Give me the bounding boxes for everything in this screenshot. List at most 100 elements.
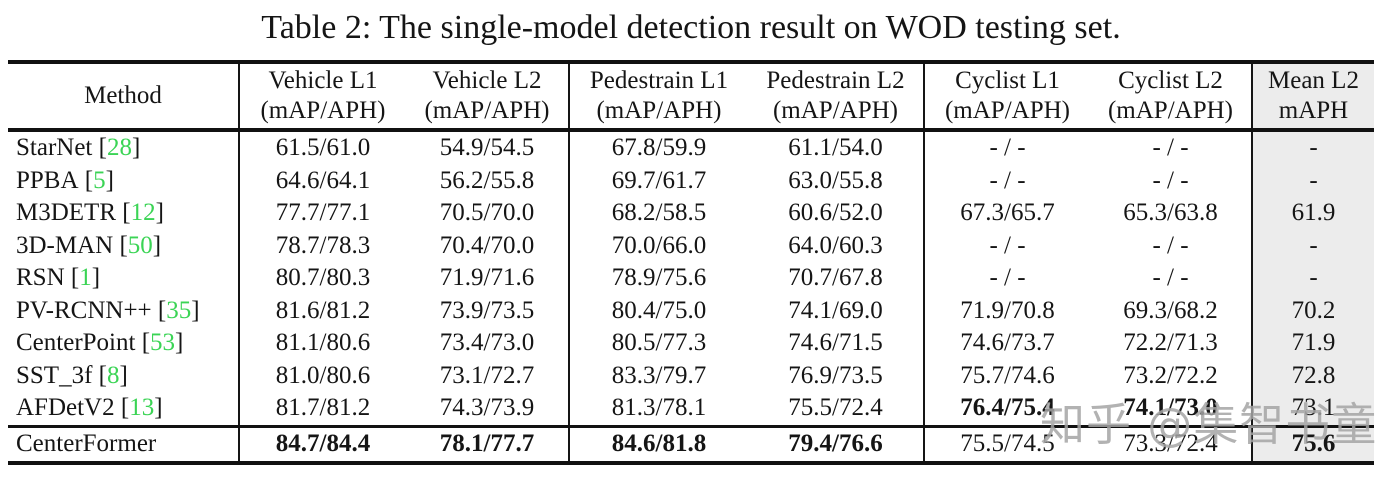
metric-cell: 71.9/70.8 bbox=[960, 296, 1055, 324]
method-cell: CenterFormer bbox=[8, 427, 240, 461]
metric-cell: 70.0/66.0 bbox=[611, 231, 707, 259]
col-header-label: Cyclist L1 bbox=[955, 67, 1060, 94]
metric-cell: - / - bbox=[1090, 164, 1253, 197]
method-label: AFDetV2 bbox=[16, 394, 115, 422]
metric-cell: - bbox=[1253, 229, 1374, 262]
citation-link[interactable]: 1 bbox=[79, 264, 92, 292]
col-header-label: Pedestrain L2 bbox=[766, 67, 905, 94]
table-final-row-container: CenterFormer 84.7/84.4 78.1/77.7 84.6/81.8 7… bbox=[8, 427, 1374, 461]
citation-bracket: ] bbox=[152, 231, 162, 259]
citation-bracket: [ bbox=[113, 231, 128, 259]
citation-bracket: [ bbox=[151, 296, 167, 324]
col-header-sublabel: (mAP/APH) bbox=[596, 97, 722, 124]
citation-bracket: [ bbox=[78, 166, 94, 194]
table-row: 3D-MAN [50] 78.7/78.3 70.4/70.0 70.0/66.0 64… bbox=[8, 229, 1374, 262]
col-header-pedestrain-l1: Pedestrain L1 (mAP/APH) bbox=[570, 64, 748, 128]
citation-bracket: ] bbox=[131, 134, 141, 162]
metric-cell: 63.0/55.8 bbox=[748, 164, 925, 197]
citation-link[interactable]: 53 bbox=[150, 329, 176, 357]
method-label: SST_3f bbox=[16, 361, 93, 389]
metric-cell: - / - bbox=[1090, 262, 1253, 295]
method-label: CenterFormer bbox=[16, 430, 157, 457]
citation-bracket: [ bbox=[92, 361, 107, 389]
method-cell: M3DETR [12] bbox=[8, 197, 240, 230]
metric-cell: 70.4/70.0 bbox=[406, 229, 570, 262]
col-header-label: Cyclist L2 bbox=[1118, 67, 1223, 94]
method-label: PV-RCNN++ bbox=[16, 296, 152, 324]
method-cell: StarNet [28] bbox=[8, 132, 240, 165]
metric-cell: 72.8 bbox=[1253, 359, 1374, 392]
metric-cell: - / - bbox=[989, 264, 1026, 292]
metric-cell: - / - bbox=[989, 166, 1026, 194]
col-header-sublabel: mAPH bbox=[1278, 97, 1349, 124]
table-rule-prefinal bbox=[8, 424, 1374, 428]
metric-cell: - / - bbox=[989, 134, 1026, 162]
metric-cell: 75.5/74.5 bbox=[960, 430, 1055, 457]
table-row: AFDetV2 [13] 81.7/81.2 74.3/73.9 81.3/78.1 7… bbox=[8, 392, 1374, 425]
method-label: M3DETR bbox=[16, 199, 116, 227]
metric-cell: 75.7/74.6 bbox=[960, 361, 1055, 389]
method-label: PPBA bbox=[16, 166, 79, 194]
table-caption: Table 2: The single-model detection resu… bbox=[261, 9, 1121, 46]
col-header-sublabel: (mAP/APH) bbox=[944, 97, 1070, 124]
metric-cell: 75.5/72.4 bbox=[748, 392, 925, 425]
metric-cell: 81.1/80.6 bbox=[275, 329, 371, 357]
table-row: RSN [1] 80.7/80.3 71.9/71.6 78.9/75.6 70.7/6… bbox=[8, 262, 1374, 295]
metric-cell: 79.4/76.6 bbox=[748, 427, 925, 461]
citation-bracket: ] bbox=[191, 296, 200, 324]
metric-cell: 70.2 bbox=[1253, 294, 1374, 327]
metric-cell: 61.1/54.0 bbox=[748, 132, 925, 165]
table-rule-top bbox=[8, 60, 1374, 64]
citation-link[interactable]: 5 bbox=[93, 166, 106, 194]
citation-bracket: [ bbox=[92, 134, 107, 162]
method-cell: SST_3f [8] bbox=[8, 359, 240, 392]
metric-cell: 65.3/63.8 bbox=[1090, 197, 1253, 230]
metric-cell: - bbox=[1253, 164, 1374, 197]
method-cell: AFDetV2 [13] bbox=[8, 392, 240, 425]
citation-bracket: ] bbox=[119, 361, 128, 389]
metric-cell: 76.4/75.4 bbox=[960, 394, 1055, 422]
citation-bracket: ] bbox=[154, 394, 163, 422]
metric-cell: 69.3/68.2 bbox=[1090, 294, 1253, 327]
table-row: StarNet [28] 61.5/61.0 54.9/54.5 67.8/59.9 6… bbox=[8, 132, 1374, 165]
citation-link[interactable]: 12 bbox=[130, 199, 156, 227]
col-header-sublabel: (mAP/APH) bbox=[260, 97, 386, 124]
col-header-label: Mean L2 bbox=[1268, 67, 1359, 94]
metric-cell: 74.1/69.0 bbox=[748, 294, 925, 327]
col-header-sublabel: (mAP/APH) bbox=[1107, 97, 1233, 124]
metric-cell: 70.5/70.0 bbox=[406, 197, 570, 230]
method-label: StarNet bbox=[16, 134, 93, 162]
metric-cell: 69.7/61.7 bbox=[611, 166, 707, 194]
citation-link[interactable]: 13 bbox=[129, 394, 155, 422]
citation-link[interactable]: 8 bbox=[106, 361, 120, 389]
metric-cell: 84.7/84.4 bbox=[275, 430, 371, 457]
col-header-label: Vehicle L1 bbox=[268, 67, 378, 94]
citation-link[interactable]: 28 bbox=[106, 134, 132, 162]
table-row: CenterFormer 84.7/84.4 78.1/77.7 84.6/81.8 7… bbox=[8, 427, 1374, 461]
citation-link[interactable]: 50 bbox=[127, 231, 153, 259]
metric-cell: 78.7/78.3 bbox=[275, 231, 371, 259]
metric-cell: 84.6/81.8 bbox=[611, 430, 707, 457]
citation-bracket: ] bbox=[155, 199, 164, 227]
metric-cell: 80.7/80.3 bbox=[275, 264, 371, 292]
metric-cell: 74.3/73.9 bbox=[406, 392, 570, 425]
citation-bracket: [ bbox=[114, 394, 130, 422]
table-body: StarNet [28] 61.5/61.0 54.9/54.5 67.8/59.9 6… bbox=[8, 132, 1374, 425]
metric-cell: 61.9 bbox=[1253, 197, 1374, 230]
col-header-sublabel: (mAP/APH) bbox=[424, 97, 550, 124]
metric-cell: 78.1/77.7 bbox=[406, 427, 570, 461]
metric-cell: 71.9 bbox=[1253, 327, 1374, 360]
metric-cell: 81.6/81.2 bbox=[275, 296, 371, 324]
metric-cell: 56.2/55.8 bbox=[406, 164, 570, 197]
table-row: PPBA [5] 64.6/64.1 56.2/55.8 69.7/61.7 63.0/… bbox=[8, 164, 1374, 197]
metric-cell: 80.4/75.0 bbox=[611, 296, 707, 324]
metric-cell: 74.1/73.0 bbox=[1090, 392, 1253, 425]
metric-cell: - / - bbox=[1090, 132, 1253, 165]
metric-cell: - bbox=[1253, 262, 1374, 295]
citation-link[interactable]: 35 bbox=[166, 296, 192, 324]
metric-cell: 81.7/81.2 bbox=[275, 394, 371, 422]
col-header-cyclist-l1: Cyclist L1 (mAP/APH) bbox=[925, 64, 1090, 128]
metric-cell: - / - bbox=[1090, 229, 1253, 262]
metric-cell: 73.1 bbox=[1253, 392, 1374, 425]
citation-bracket: [ bbox=[135, 329, 151, 357]
